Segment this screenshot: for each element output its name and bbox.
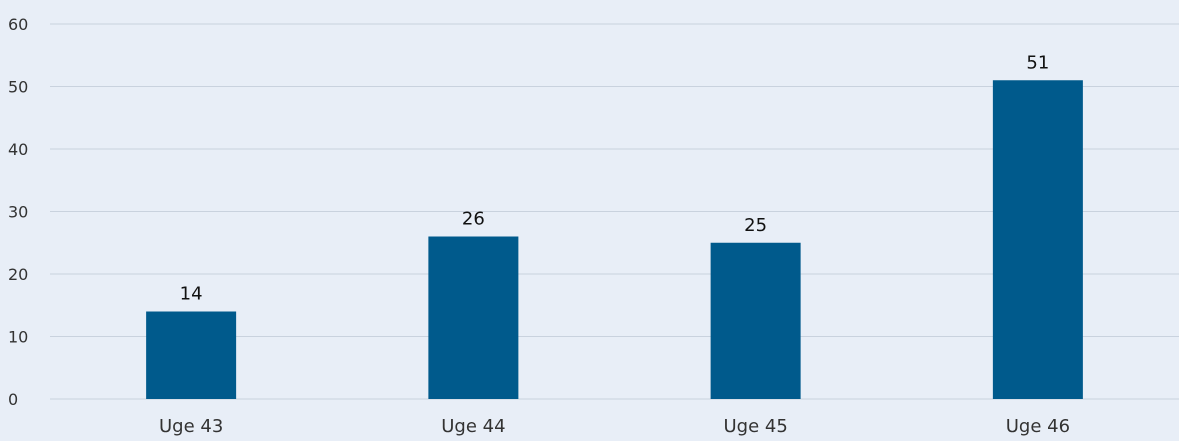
bar <box>992 80 1083 399</box>
x-category-label: Uge 46 <box>1006 416 1070 437</box>
bar-value-label: 25 <box>744 215 767 236</box>
x-category-label: Uge 43 <box>159 416 223 437</box>
data-labels: 14 26 25 51 <box>180 52 1050 304</box>
y-tick-label: 40 <box>8 140 28 159</box>
y-tick-label: 0 <box>8 390 18 409</box>
bar <box>710 242 801 399</box>
bar-value-label: 14 <box>180 284 203 305</box>
y-tick-label: 20 <box>8 265 28 284</box>
y-tick-label: 50 <box>8 78 28 97</box>
y-axis-tick-labels: 0 10 20 30 40 50 60 <box>8 15 28 409</box>
grid-lines <box>50 23 1179 400</box>
x-category-label: Uge 44 <box>441 416 505 437</box>
y-tick-label: 30 <box>8 203 28 222</box>
bar <box>428 236 519 399</box>
bar-value-label: 51 <box>1026 52 1049 73</box>
y-tick-label: 60 <box>8 15 28 34</box>
x-axis-category-labels: Uge 43 Uge 44 Uge 45 Uge 46 <box>159 416 1070 437</box>
x-category-label: Uge 45 <box>723 416 787 437</box>
bar <box>146 311 237 399</box>
y-tick-label: 10 <box>8 328 28 347</box>
bars <box>146 80 1083 399</box>
bar-value-label: 26 <box>462 209 485 230</box>
